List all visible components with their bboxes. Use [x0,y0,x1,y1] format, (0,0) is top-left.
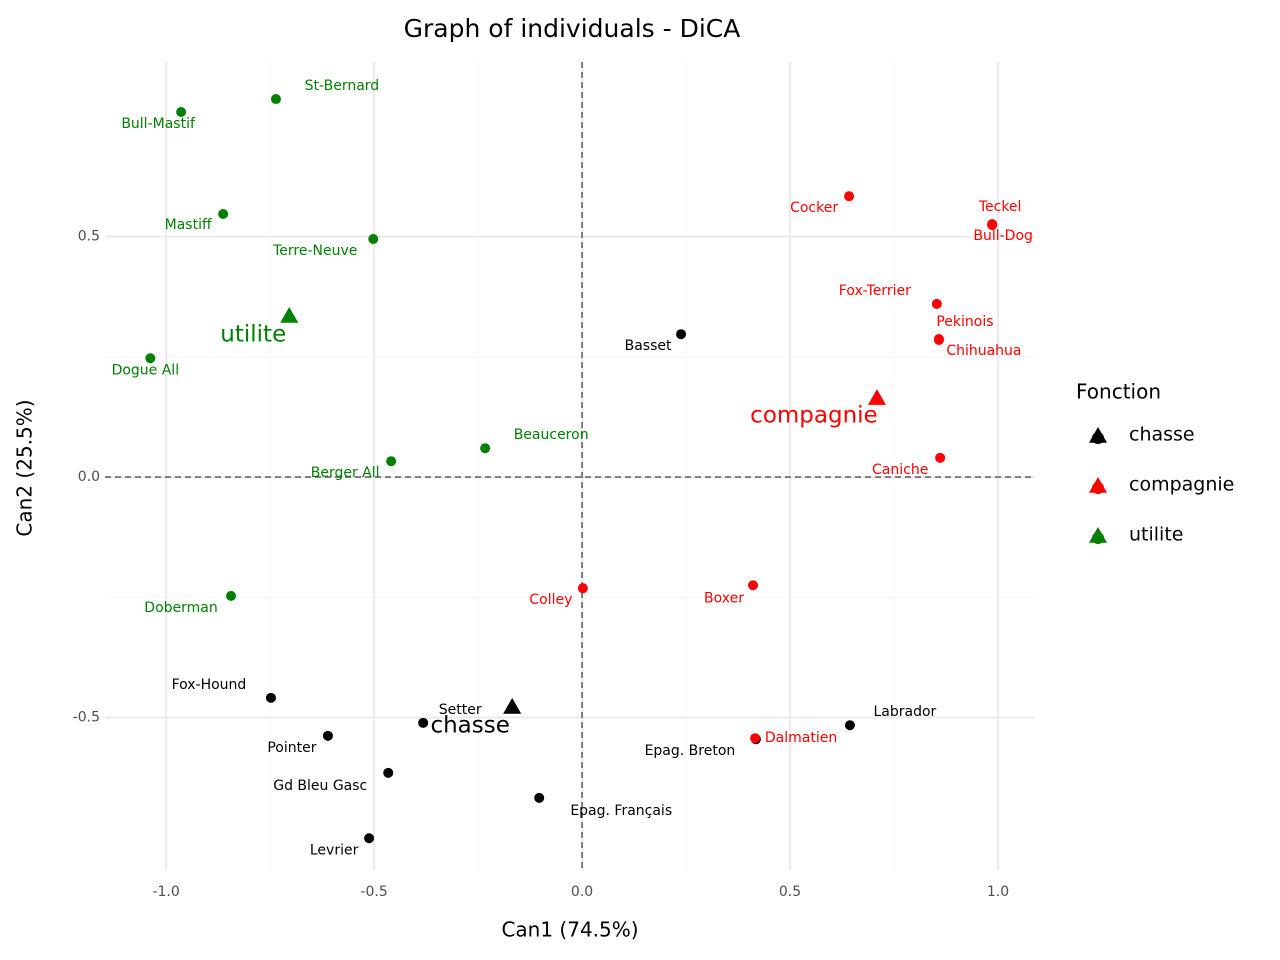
point-label: Teckel [978,199,1022,215]
point [750,733,761,744]
point [368,233,379,244]
y-tick-label: 0.5 [78,229,100,245]
point-label: Basset [625,338,672,354]
y-axis-title: Can2 (25.5%) [13,399,37,536]
point [987,220,998,231]
y-tick-label: 0.0 [78,469,100,485]
point-label: Fox-Terrier [839,283,911,299]
point [844,191,855,202]
x-tick-label: 1.0 [987,884,1009,900]
centroid [280,306,299,323]
legend-key [1089,477,1107,493]
point [676,329,687,340]
point [364,833,375,844]
point-label: Pointer [267,740,316,756]
point-label: Doberman [144,600,217,616]
point-label: Epag. Breton [645,743,736,759]
point [386,456,397,467]
point-label: Bull-Mastif [121,116,196,132]
point [322,730,333,741]
point [145,353,156,364]
chart-title: Graph of individuals - DiCA [404,14,741,43]
legend-key [1089,427,1107,443]
x-tick-label: -1.0 [152,884,179,900]
point-label: Mastiff [165,217,212,233]
legend-key [1089,527,1107,543]
point-label: Levrier [310,842,359,858]
x-tick-label: -0.5 [360,884,387,900]
legend-label: compagnie [1129,474,1234,496]
point-label: Dogue All [112,362,180,378]
point-label: Terre-Neuve [272,243,357,259]
point-label: Setter [439,702,482,718]
point [844,720,855,731]
x-tick-label: 0.5 [779,884,801,900]
point-label: Cocker [790,200,838,216]
point [935,452,946,463]
point [218,208,229,219]
centroid [503,697,522,714]
point-label: Fox-Hound [172,677,247,693]
point-label: St-Bernard [305,78,380,94]
point [383,767,394,778]
legend-label: utilite [1129,524,1183,546]
centroid-label: compagnie [750,403,878,429]
point [933,334,944,345]
centroid [867,389,886,405]
point [577,583,588,594]
y-tick-label: -0.5 [73,710,100,726]
centroid-label: chasse [430,712,509,738]
centroid-label: utilite [220,321,286,347]
point [418,717,429,728]
point [931,298,942,309]
point [226,590,237,601]
point [480,443,491,454]
point-label: Bull-Dog [973,228,1033,244]
point [748,580,759,591]
point-label: Beauceron [514,427,589,443]
point-label: Gd Bleu Gasc [273,778,367,794]
legend: chasse compagnie utilite [1089,424,1234,546]
point-label: Boxer [704,590,744,606]
point [270,94,281,105]
point-label: Chihuahua [946,343,1021,359]
point-label: Colley [529,592,572,608]
point-label: Pekinois [936,314,993,330]
point-label: Caniche [872,462,928,478]
x-axis-title: Can1 (74.5%) [501,918,638,942]
point [534,792,545,803]
point [176,107,187,118]
plot-area: Basset Fox-Hound Setter Pointer Gd Bleu Gasc… [112,78,1033,858]
x-tick-label: 0.0 [571,884,593,900]
point-label: Berger All [311,465,380,481]
grid [105,62,1035,870]
point-label: Epag. Français [570,803,672,819]
point-label: Labrador [874,704,937,720]
point [265,692,276,703]
legend-title: Fonction [1076,380,1161,404]
legend-label: chasse [1129,424,1195,446]
point-label: Dalmatien [765,730,837,746]
